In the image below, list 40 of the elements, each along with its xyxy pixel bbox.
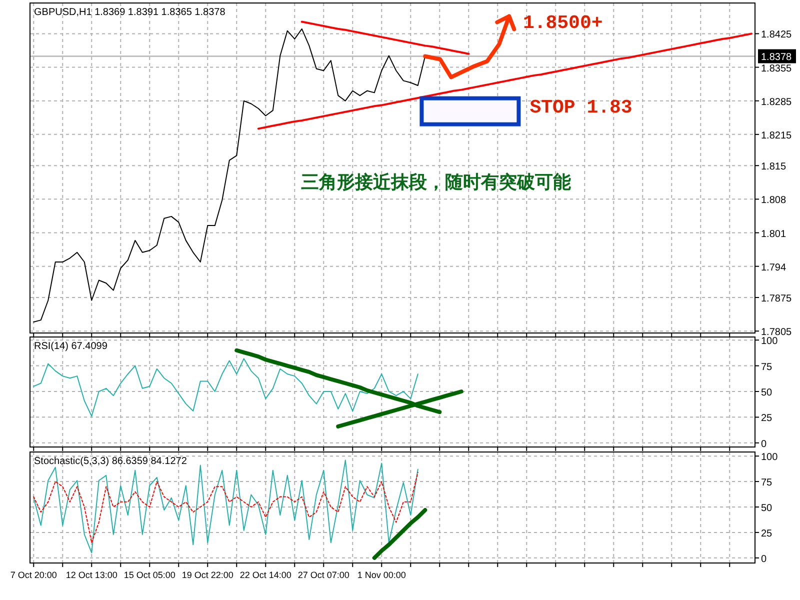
x-tick-label: 27 Oct 07:00: [298, 570, 350, 580]
annotation: STOP 1.83: [530, 96, 632, 118]
y-tick-label: 75: [761, 478, 773, 489]
x-tick-label: 7 Oct 20:00: [10, 570, 57, 580]
line-series: [257, 32, 752, 130]
chart-title: Stochastic(5,3,3) 86.6359 84.1272: [34, 456, 188, 467]
ref-line-label: 1.8378: [761, 52, 792, 64]
annotation: 三角形接近抹段，随时有突破可能: [301, 172, 571, 193]
y-tick-label: 0: [761, 438, 767, 450]
y-tick-label: 1.794: [761, 262, 786, 274]
chart-title: GBPUSD,H1 1.8369 1.8391 1.8365 1.8378: [34, 7, 226, 18]
y-tick-label: 1.808: [761, 195, 786, 206]
y-tick-label: 1.8425: [761, 30, 792, 41]
x-tick-label: 19 Oct 22:00: [182, 570, 234, 580]
y-tick-label: 25: [761, 413, 773, 424]
y-tick-label: 1.8355: [761, 63, 792, 74]
x-tick-label: 22 Oct 14:00: [240, 570, 292, 580]
x-tick-label: 15 Oct 05:00: [124, 570, 176, 580]
line-series: [33, 28, 426, 322]
line-series: [33, 358, 418, 417]
y-tick-label: 100: [761, 336, 778, 348]
y-tick-label: 100: [761, 452, 778, 464]
y-tick-label: 1.8215: [761, 130, 792, 142]
y-tick-label: 0: [761, 554, 767, 565]
y-tick-label: 75: [761, 362, 773, 373]
y-tick-label: 1.815: [761, 162, 786, 173]
annotation: 1.8500+: [522, 12, 603, 34]
y-tick-label: 50: [761, 502, 773, 514]
y-tick-label: 1.7805: [761, 327, 792, 338]
y-tick-label: 50: [761, 387, 773, 398]
line-series: [372, 508, 428, 560]
line-series: [33, 472, 418, 544]
y-tick-label: 1.801: [761, 228, 786, 240]
y-tick-label: 1.8285: [761, 96, 792, 108]
y-tick-label: 1.7875: [761, 294, 792, 305]
chart-title: RSI(14) 67.4099: [34, 341, 108, 352]
y-tick-label: 25: [761, 528, 773, 540]
x-tick-label: 1 Nov 00:00: [357, 570, 406, 580]
line-series: [300, 20, 470, 55]
x-tick-label: 12 Oct 13:00: [66, 570, 118, 580]
